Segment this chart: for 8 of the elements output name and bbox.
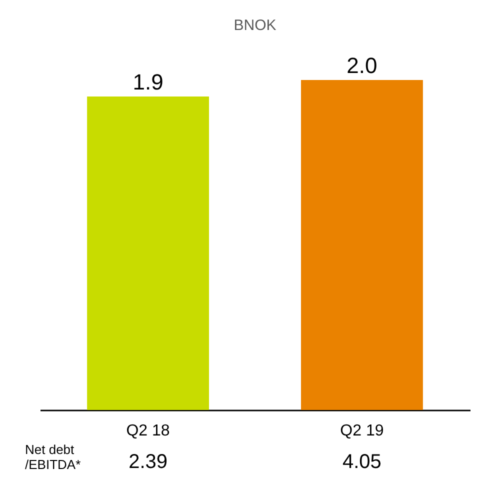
data-label: 1.9 (132, 70, 164, 94)
data-label: 2.0 (346, 53, 378, 78)
x-tick-label: Q2 18 (126, 422, 170, 440)
text: 4.05 (342, 451, 382, 473)
text: 2.39 (128, 451, 168, 473)
x-tick-label: Q2 19 (340, 422, 384, 440)
text: Net debt /EBITDA* (25, 442, 81, 472)
chart-title: BNOK (234, 17, 276, 34)
